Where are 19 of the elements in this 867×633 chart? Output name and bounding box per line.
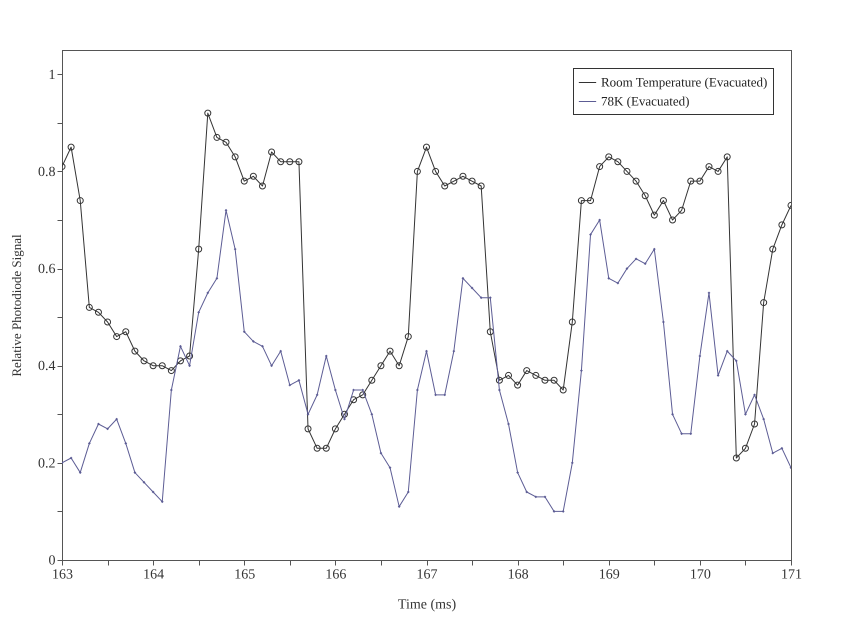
- y-tick-label: 1: [48, 68, 56, 83]
- x-tick-label: 170: [690, 568, 711, 582]
- y-axis-title: Relative Photodiode Signal: [9, 234, 24, 377]
- x-tick-label: 163: [52, 568, 73, 582]
- x-tick-label: 166: [325, 568, 346, 582]
- y-tick-label: 0.6: [38, 262, 56, 278]
- y-tick-label: 0.4: [38, 359, 56, 374]
- legend-label: Room Temperature (Evacuated): [601, 74, 768, 90]
- x-tick-label: 164: [143, 568, 164, 582]
- x-tick-label: 165: [234, 568, 256, 582]
- x-tick-label: 168: [508, 568, 529, 582]
- x-tick-label: 169: [598, 568, 620, 582]
- legend-label: 78K (Evacuated): [601, 94, 690, 108]
- y-tick-label: 0.2: [38, 456, 56, 472]
- x-tick-label: 171: [781, 568, 802, 582]
- x-axis-title: Time (ms): [398, 598, 456, 612]
- x-tick-label: 167: [416, 568, 438, 582]
- y-tick-label: 0: [48, 554, 56, 568]
- y-tick-label: 0.8: [38, 164, 56, 180]
